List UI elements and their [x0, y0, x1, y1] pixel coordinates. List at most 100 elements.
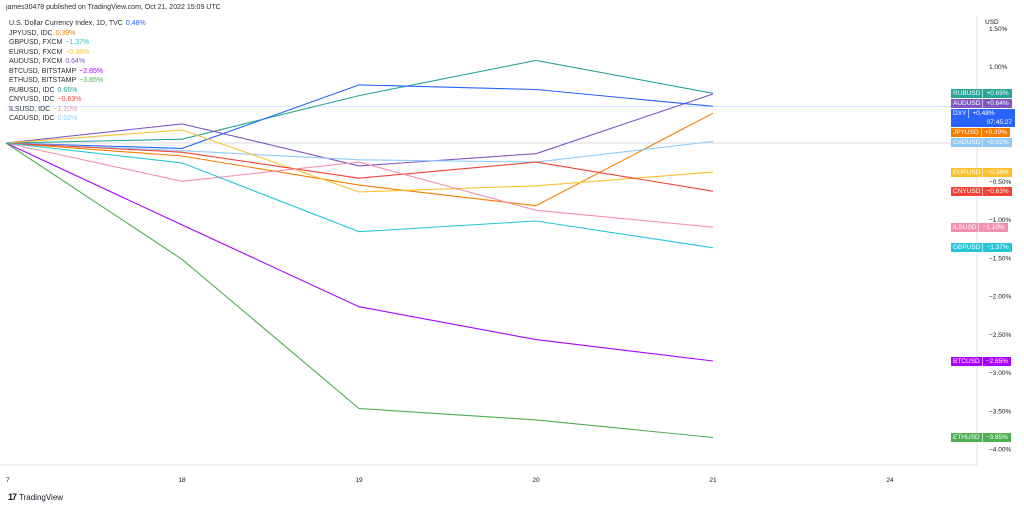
legend-name: ILSUSD, IDC — [9, 105, 51, 113]
badge-value: +0.64% — [982, 98, 1011, 108]
badge-value: −1.37% — [982, 243, 1011, 253]
badge-value: −0.38% — [982, 167, 1011, 177]
series-line-eurusd[interactable] — [5, 129, 714, 193]
badge-symbol: ILSUSD — [953, 223, 977, 231]
legend: U.S. Dollar Currency Index, 1D, TVC 0.48%… — [9, 19, 146, 124]
badge-symbol: AUDUSD — [953, 99, 981, 107]
legend-name: EURUSD, FXCM — [9, 48, 63, 56]
badge-btcusd: BTCUSD −2.85% — [951, 356, 1011, 366]
y-tick-label: −1.50% — [989, 255, 1011, 262]
badge-eurusd: EURUSD −0.38% — [951, 167, 1012, 177]
series-line-cnyusd[interactable] — [5, 142, 714, 192]
badge-symbol: EURUSD — [953, 168, 981, 176]
badge-value: −3.85% — [981, 433, 1011, 443]
legend-name: AUDUSD, FXCM — [9, 58, 63, 65]
publish-info: james30478 published on TradingView.com,… — [6, 4, 221, 11]
badge-value: −1.10% — [978, 222, 1007, 232]
badge-value: +0.65% — [982, 88, 1011, 98]
badge-symbol: ETHUSD — [953, 434, 980, 442]
y-tick-label: −3.00% — [989, 370, 1011, 377]
badge-symbol: DXY — [953, 109, 967, 117]
series-line-cadusd[interactable] — [5, 140, 714, 163]
legend-value: −2.85% — [79, 67, 104, 75]
badge-value: +0.48% — [968, 108, 997, 118]
badge-dxy: DXY +0.48% 07:45:27 — [951, 108, 1015, 127]
legend-item[interactable]: U.S. Dollar Currency Index, 1D, TVC 0.48% — [9, 19, 146, 29]
legend-value: −1.10% — [53, 105, 78, 113]
legend-name: RUBUSD, IDC — [9, 86, 55, 94]
badge-jpyusd: JPYUSD +0.39% — [951, 127, 1010, 137]
y-tick-label: 1.00% — [989, 64, 1008, 71]
legend-item[interactable]: CNYUSD, IDC −0.63% — [9, 95, 146, 105]
x-tick-label: 7 — [6, 477, 10, 484]
legend-name: ETHUSD, BITSTAMP — [9, 77, 77, 84]
badge-symbol: GBPUSD — [953, 244, 981, 252]
legend-name: GBPUSD, FXCM — [9, 39, 63, 46]
legend-value: 0.65% — [57, 86, 78, 94]
legend-value: 0.64% — [65, 58, 86, 65]
badge-value: −2.85% — [981, 356, 1011, 366]
badge-symbol: JPYUSD — [953, 128, 979, 136]
badge-value: +0.39% — [980, 127, 1010, 137]
badge-symbol: CNYUSD — [953, 187, 981, 195]
legend-value: −1.37% — [65, 39, 90, 46]
legend-value: 0.02% — [57, 115, 78, 122]
badge-gbpusd: GBPUSD −1.37% — [951, 243, 1012, 253]
y-tick-label: −2.00% — [989, 294, 1011, 301]
x-tick-label: 24 — [886, 477, 894, 484]
legend-value: 0.48% — [125, 20, 146, 27]
series-line-dxy[interactable] — [5, 84, 714, 149]
legend-name: CNYUSD, IDC — [9, 96, 55, 103]
legend-item[interactable]: ILSUSD, IDC −1.10% — [9, 105, 146, 115]
x-tick-label: 19 — [355, 477, 363, 484]
x-tick-label: 21 — [709, 477, 717, 484]
legend-item[interactable]: GBPUSD, FXCM −1.37% — [9, 38, 146, 48]
y-tick-label: −4.00% — [989, 447, 1011, 454]
legend-name: BTCUSD, BITSTAMP — [9, 67, 77, 75]
badge-audusd: AUDUSD +0.64% — [951, 98, 1012, 108]
x-tick-label: 20 — [532, 477, 540, 484]
series-line-ethusd[interactable] — [5, 142, 714, 439]
legend-value: −0.63% — [57, 96, 82, 103]
legend-name: JPYUSD, IDC — [9, 29, 53, 37]
y-tick-label: −2.50% — [989, 332, 1011, 339]
badge-cadusd: CADUSD +0.02% — [951, 137, 1012, 147]
legend-name: CADUSD, IDC — [9, 115, 55, 122]
x-tick-label: 18 — [178, 477, 186, 484]
badge-value: −0.63% — [982, 186, 1011, 196]
legend-item[interactable]: BTCUSD, BITSTAMP −2.85% — [9, 67, 146, 77]
legend-name: U.S. Dollar Currency Index, 1D, TVC — [9, 20, 123, 27]
legend-item[interactable]: RUBUSD, IDC 0.65% — [9, 86, 146, 96]
badge-value: +0.02% — [982, 137, 1011, 147]
badge-symbol: CADUSD — [953, 138, 981, 146]
y-tick-label: −3.50% — [989, 408, 1011, 415]
tradingview-brand: TradingView — [19, 492, 64, 502]
series-line-audusd[interactable] — [5, 93, 714, 167]
legend-item[interactable]: ETHUSD, BITSTAMP −3.85% — [9, 76, 146, 86]
series-line-ilsusd[interactable] — [5, 142, 714, 228]
series-line-jpyusd[interactable] — [5, 112, 714, 207]
legend-value: −0.38% — [65, 48, 90, 56]
series-line-gbpusd[interactable] — [5, 142, 714, 249]
badge-countdown: 07:45:27 — [986, 118, 1012, 126]
tradingview-logo-icon: 17 — [8, 492, 17, 502]
badge-rubusd: RUBUSD +0.65% — [951, 88, 1012, 98]
y-axis-unit: USD — [985, 19, 999, 26]
y-tick-label: 1.50% — [989, 26, 1008, 33]
series-line-rubusd[interactable] — [5, 59, 714, 144]
badge-ilsusd: ILSUSD −1.10% — [951, 222, 1008, 232]
legend-item[interactable]: JPYUSD, IDC 0.39% — [9, 29, 146, 39]
badge-symbol: BTCUSD — [953, 357, 980, 365]
badge-ethusd: ETHUSD −3.85% — [951, 433, 1011, 443]
legend-value: −3.85% — [79, 77, 104, 84]
y-tick-label: −0.50% — [989, 179, 1011, 186]
tradingview-footer[interactable]: 17 TradingView — [8, 492, 63, 502]
badge-symbol: RUBUSD — [953, 89, 981, 97]
series-line-btcusd[interactable] — [5, 142, 714, 362]
legend-item[interactable]: AUDUSD, FXCM 0.64% — [9, 57, 146, 67]
badge-cnyusd: CNYUSD −0.63% — [951, 186, 1012, 196]
legend-item[interactable]: CADUSD, IDC 0.02% — [9, 114, 146, 124]
legend-item[interactable]: EURUSD, FXCM −0.38% — [9, 48, 146, 58]
legend-value: 0.39% — [55, 29, 76, 37]
